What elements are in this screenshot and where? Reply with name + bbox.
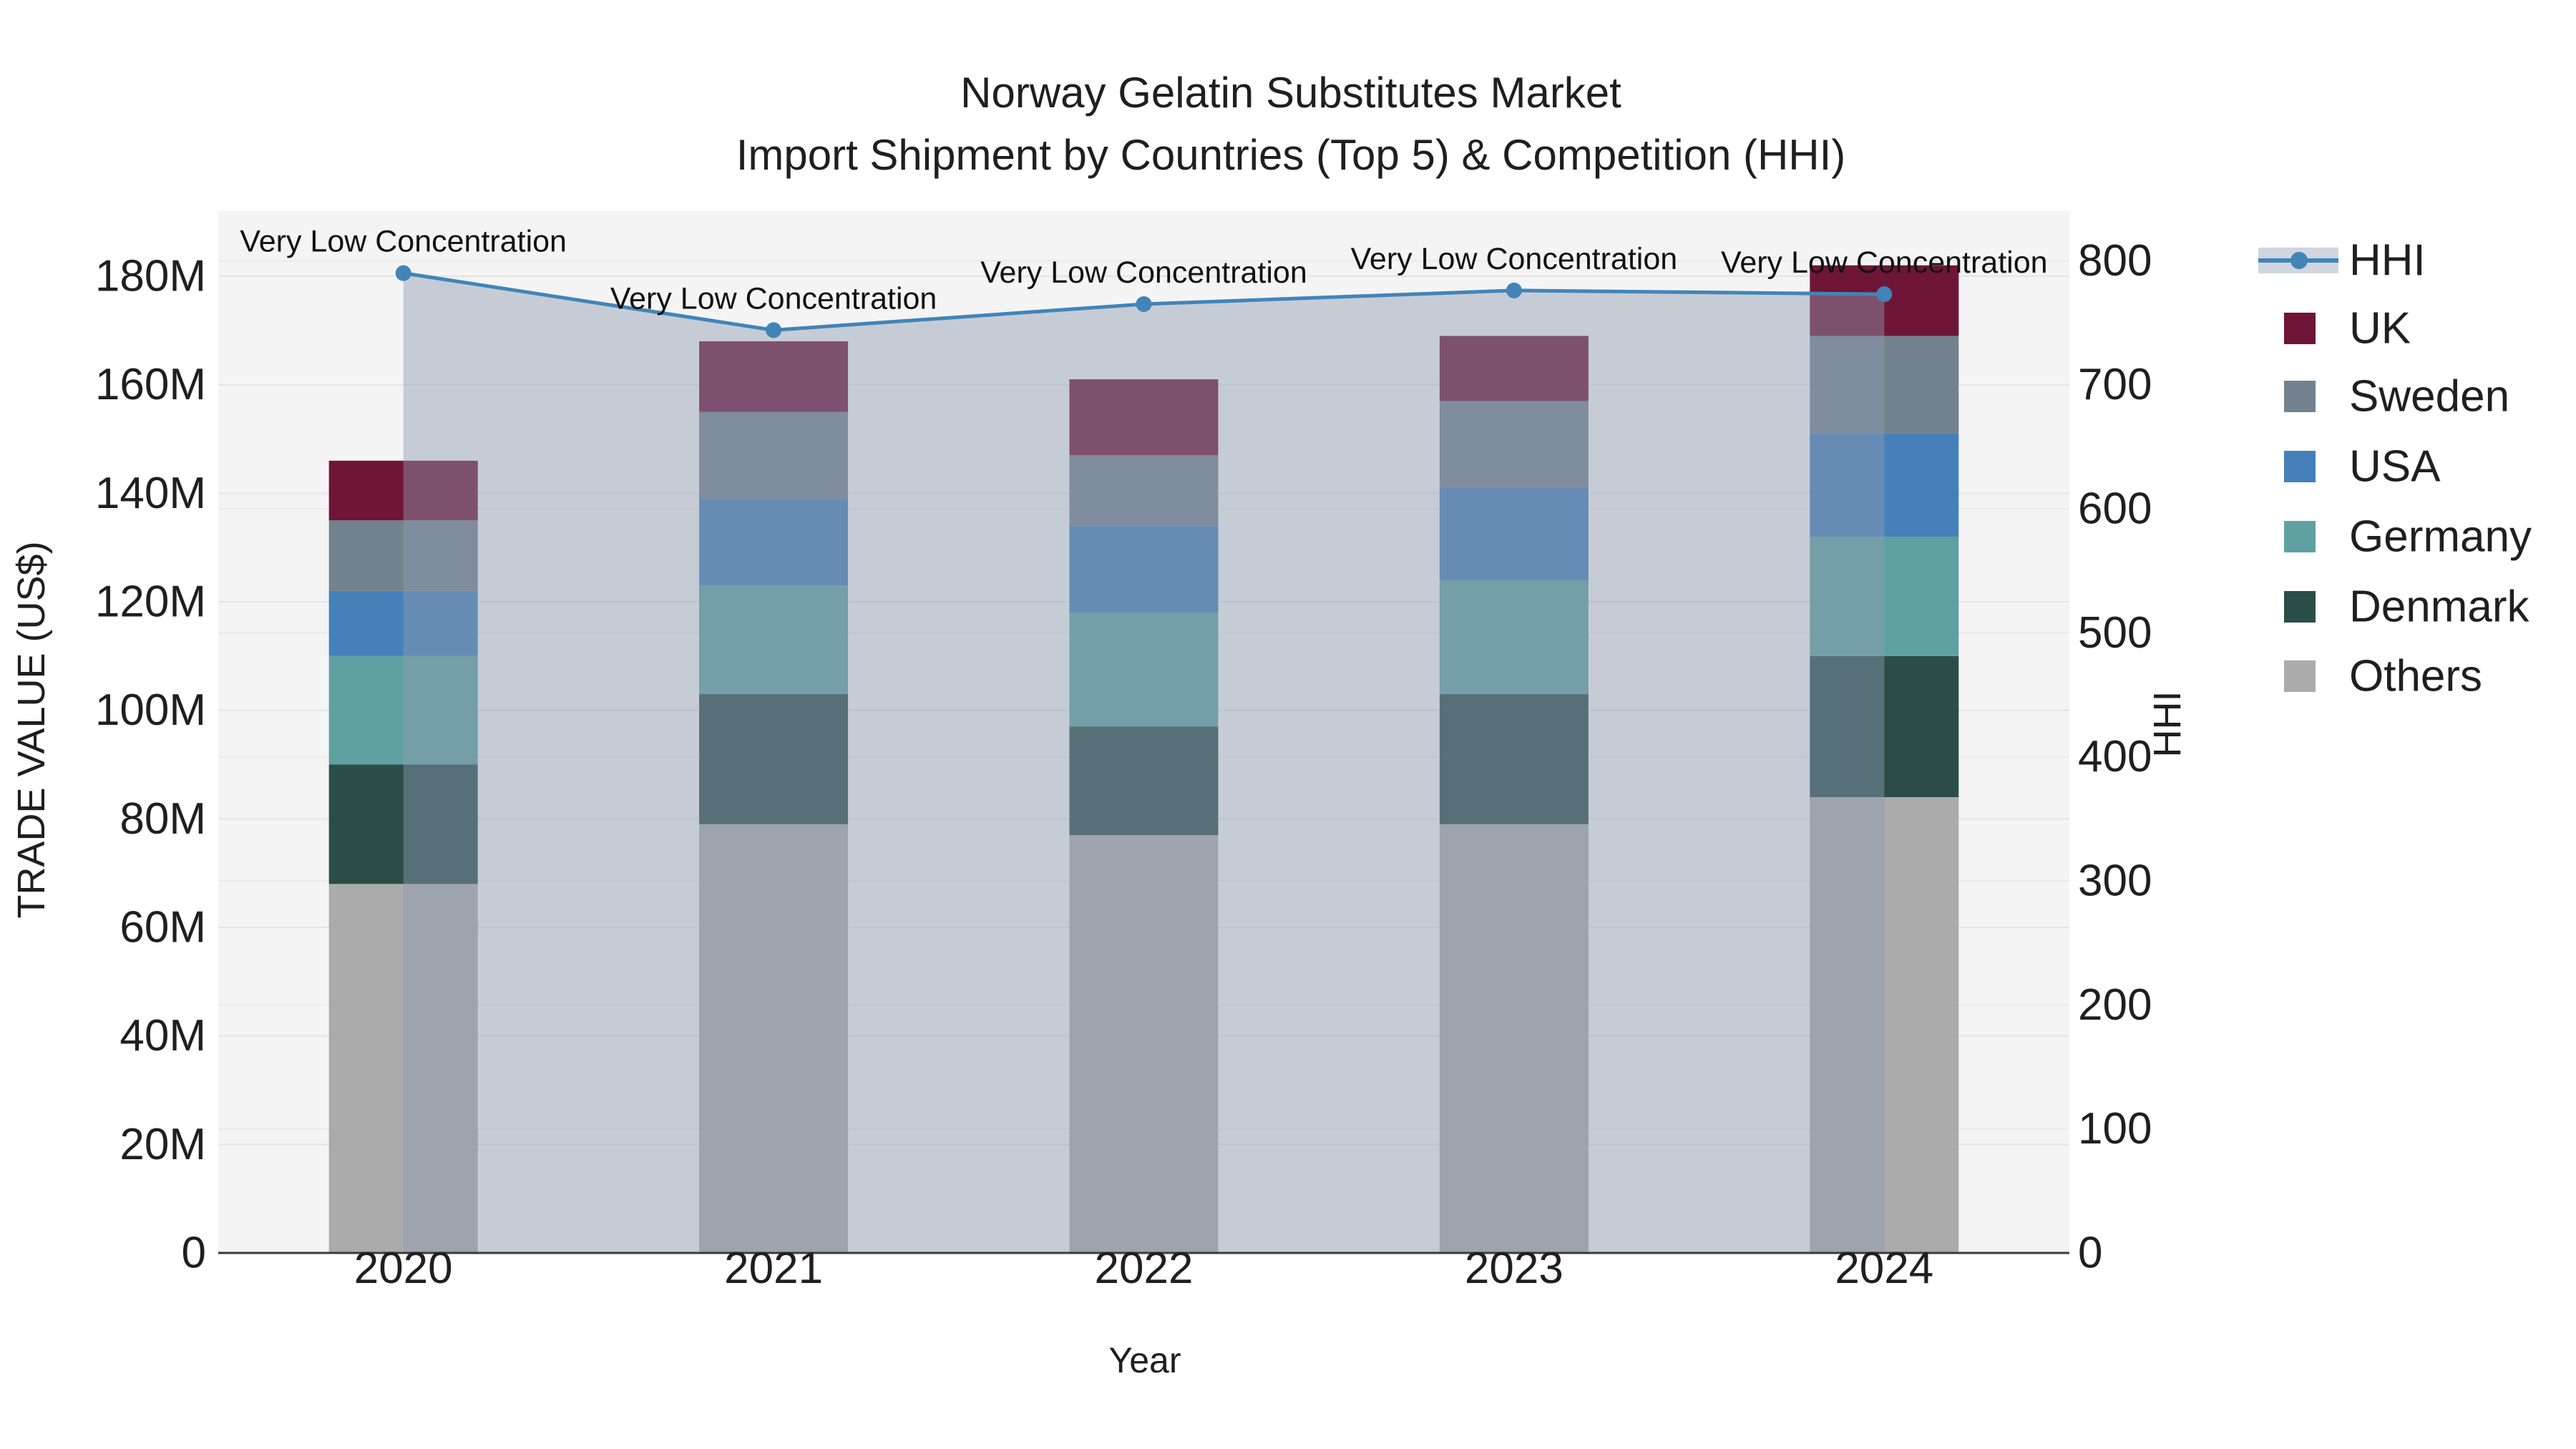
bar-segment-2021-sweden[interactable] [699, 411, 849, 499]
chart-title-line1: Norway Gelatin Substitutes Market [960, 69, 1621, 117]
x-tick-2020: 2020 [354, 1244, 453, 1293]
bar-segment-2021-others[interactable] [699, 824, 849, 1253]
bar-segment-2021-uk[interactable] [699, 341, 849, 412]
hhi-marker-2022[interactable] [1136, 296, 1152, 312]
x-tick-2024: 2024 [1835, 1244, 1933, 1293]
bar-segment-2020-denmark[interactable] [328, 764, 478, 884]
left-tick-40M: 40M [119, 1011, 206, 1060]
right-axis-title: HHI [2146, 691, 2189, 758]
legend-item-denmark[interactable]: Denmark [2284, 582, 2530, 632]
legend-label-others: Others [2349, 652, 2482, 701]
hhi-marker-2021[interactable] [766, 322, 782, 338]
right-tick-200: 200 [2078, 980, 2152, 1030]
right-tick-800: 800 [2078, 236, 2152, 286]
chart-title-line2: Import Shipment by Countries (Top 5) & C… [736, 131, 1846, 179]
bar-segment-2023-uk[interactable] [1439, 336, 1589, 401]
bar-segment-2020-usa[interactable] [328, 590, 478, 656]
sweden-swatch [2284, 381, 2316, 412]
left-tick-180M: 180M [95, 252, 206, 301]
bar-segment-2023-denmark[interactable] [1439, 693, 1589, 824]
bar-segment-2021-usa[interactable] [699, 498, 849, 586]
legend-label-hhi: HHI [2349, 236, 2426, 286]
right-tick-300: 300 [2078, 857, 2152, 906]
bar-segment-2022-uk[interactable] [1069, 379, 1219, 456]
hhi-marker-2023[interactable] [1506, 282, 1522, 298]
legend: HHI UK Sweden USA Germany Denmark Others [2258, 236, 2532, 701]
left-tick-160M: 160M [95, 360, 206, 409]
legend-label-usa: USA [2349, 442, 2441, 492]
hhi-marker-2024[interactable] [1876, 286, 1893, 303]
denmark-swatch [2284, 591, 2316, 623]
bar-segment-2020-germany[interactable] [328, 655, 478, 765]
legend-item-usa[interactable]: USA [2284, 442, 2441, 492]
annotation-2020: Very Low Concentration [240, 225, 567, 259]
bar-segment-2020-others[interactable] [328, 884, 478, 1253]
bar-segment-2024-others[interactable] [1810, 797, 1959, 1253]
legend-item-hhi[interactable]: HHI [2258, 236, 2426, 286]
bar-segment-2022-germany[interactable] [1069, 613, 1219, 727]
legend-label-sweden: Sweden [2349, 372, 2509, 421]
y-axis-title: TRADE VALUE (US$) [10, 541, 53, 918]
bar-segment-2024-sweden[interactable] [1810, 336, 1959, 434]
bar-segment-2024-denmark[interactable] [1810, 655, 1959, 797]
left-tick-80M: 80M [119, 794, 206, 844]
x-tick-2022: 2022 [1095, 1244, 1194, 1293]
legend-label-denmark: Denmark [2349, 582, 2530, 632]
bar-segment-2021-germany[interactable] [699, 585, 849, 694]
legend-item-germany[interactable]: Germany [2284, 512, 2532, 562]
annotation-2022: Very Low Concentration [980, 255, 1307, 290]
bar-segment-2022-denmark[interactable] [1069, 726, 1219, 836]
bar-segment-2022-usa[interactable] [1069, 525, 1219, 613]
right-tick-400: 400 [2078, 732, 2152, 781]
left-tick-120M: 120M [95, 577, 206, 627]
right-tick-500: 500 [2078, 608, 2152, 658]
bar-segment-2021-denmark[interactable] [699, 693, 849, 824]
right-tick-0: 0 [2078, 1229, 2102, 1278]
bar-segment-2023-sweden[interactable] [1439, 401, 1589, 488]
right-tick-600: 600 [2078, 484, 2152, 534]
bar-segment-2020-sweden[interactable] [328, 520, 478, 591]
legend-item-sweden[interactable]: Sweden [2284, 372, 2509, 421]
legend-label-germany: Germany [2349, 512, 2532, 562]
bar-segment-2020-uk[interactable] [328, 460, 478, 521]
bar-segment-2024-usa[interactable] [1810, 433, 1959, 537]
bar-segment-2024-germany[interactable] [1810, 537, 1959, 656]
left-tick-0: 0 [182, 1229, 206, 1278]
bar-segment-2022-others[interactable] [1069, 835, 1219, 1253]
left-tick-100M: 100M [95, 686, 206, 735]
left-tick-20M: 20M [119, 1120, 206, 1169]
others-swatch [2284, 660, 2316, 692]
legend-label-uk: UK [2349, 304, 2411, 353]
bar-segment-2023-germany[interactable] [1439, 580, 1589, 694]
left-tick-60M: 60M [119, 903, 206, 952]
legend-item-others[interactable]: Others [2284, 652, 2482, 701]
germany-swatch [2284, 521, 2316, 552]
uk-swatch [2284, 313, 2316, 344]
right-tick-700: 700 [2078, 360, 2152, 409]
usa-swatch [2284, 451, 2316, 482]
right-tick-100: 100 [2078, 1104, 2152, 1153]
annotation-2023: Very Low Concentration [1351, 242, 1678, 276]
annotation-2024: Very Low Concentration [1721, 245, 2048, 280]
annotation-2021: Very Low Concentration [610, 281, 937, 316]
hhi-area [403, 273, 1885, 1254]
x-axis-title: Year [1108, 1340, 1181, 1380]
bar-segment-2023-others[interactable] [1439, 824, 1589, 1253]
hhi-marker-sample [2290, 252, 2308, 269]
legend-item-uk[interactable]: UK [2284, 304, 2411, 353]
left-tick-140M: 140M [95, 469, 206, 518]
x-tick-2021: 2021 [724, 1244, 823, 1293]
hhi-marker-2020[interactable] [395, 265, 411, 281]
x-tick-2023: 2023 [1465, 1244, 1563, 1293]
bar-segment-2023-usa[interactable] [1439, 487, 1589, 580]
bar-segment-2022-sweden[interactable] [1069, 455, 1219, 526]
plot-area: 0 20M 40M 60M 80M 100M 120M 140M 160M 180M 0 100 200… [95, 211, 2152, 1293]
